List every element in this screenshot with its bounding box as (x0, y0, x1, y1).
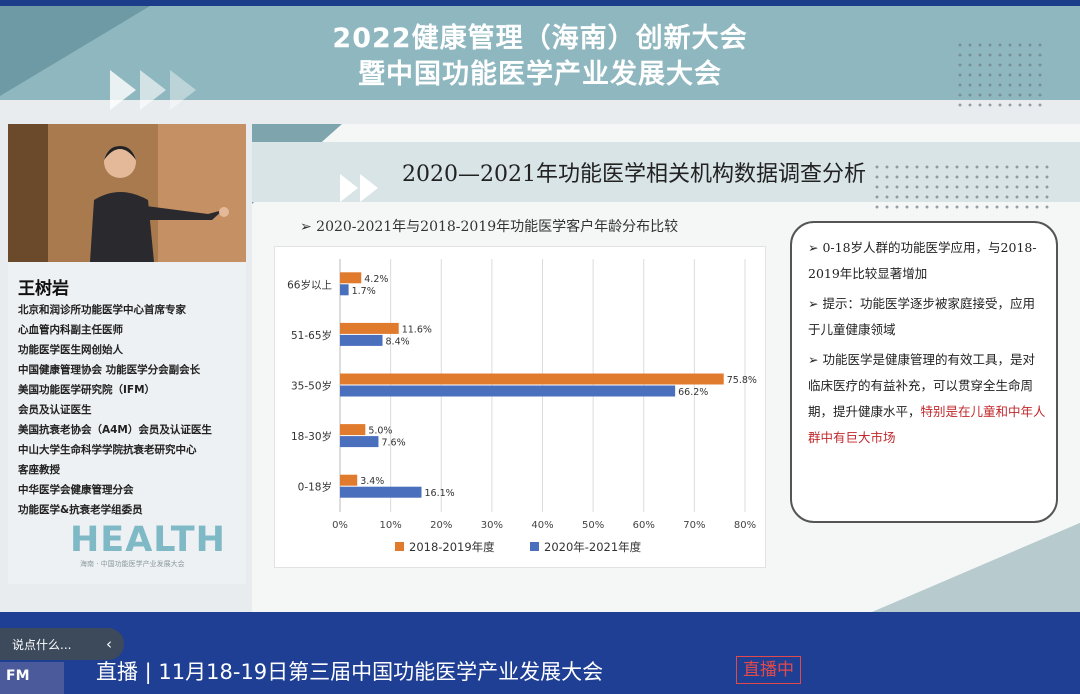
bar-2018-2019 (340, 474, 358, 486)
note-item: ➢ 0-18岁人群的功能医学应用，与2018-2019年比较显著增加 (808, 235, 1046, 287)
data-label: 4.2% (364, 274, 388, 285)
x-tick-label: 20% (430, 520, 452, 531)
speaker-title: 客座教授 (18, 464, 60, 476)
chart-subtitle: ➢ 2020-2021年与2018-2019年功能医学客户年龄分布比较 (300, 219, 679, 235)
chart-container: 0% 10% 20% 30% 40% 50% 60% 70% 80% 66岁以上 4.2% 1.7% 5… (274, 246, 766, 568)
comment-input[interactable]: 说点什么... ‹ (0, 628, 124, 660)
x-tick-label: 60% (633, 520, 655, 531)
bar-2020-2021 (340, 486, 422, 498)
data-label: 66.2% (678, 387, 708, 398)
legend-label: 2018-2019年度 (409, 540, 495, 554)
slide-bottom-decoration (872, 522, 1080, 612)
x-tick-label: 30% (481, 520, 503, 531)
x-tick-label: 70% (683, 520, 705, 531)
age-distribution-chart: 0% 10% 20% 30% 40% 50% 60% 70% 80% 66岁以上 4.2%1.7% 5… (287, 259, 757, 554)
data-label: 3.4% (360, 476, 384, 487)
notes-box: ➢ 0-18岁人群的功能医学应用，与2018-2019年比较显著增加 ➢ 提示：… (790, 221, 1058, 523)
x-tick-label: 50% (582, 520, 604, 531)
data-label: 8.4% (386, 336, 410, 347)
category-label: 51-65岁 (291, 329, 332, 342)
bar-2018-2019 (340, 322, 399, 334)
x-tick-label: 40% (531, 520, 553, 531)
fm-logo-text: FM (6, 668, 30, 684)
banner-arrow-decoration (140, 70, 166, 110)
live-bar (0, 612, 1080, 694)
x-tick-label: 10% (380, 520, 402, 531)
bar-2020-2021 (340, 436, 379, 448)
speaker-title: 美国功能医学研究院（IFM） (18, 384, 156, 396)
data-label: 11.6% (402, 324, 432, 335)
fm-logo: FM (0, 662, 64, 694)
slide-arrow-decoration (340, 174, 358, 202)
event-banner: 2022健康管理（海南）创新大会 暨中国功能医学产业发展大会 (0, 0, 1080, 110)
bullet-arrow-icon: ➢ (808, 296, 823, 311)
banner-stripe (0, 0, 1080, 6)
note-text: 功能医学是健康管理的有效工具，是对临床医疗的有益补充，可以贯穿全生命周期，提升健… (808, 352, 1035, 419)
x-tick-label: 80% (734, 520, 756, 531)
category-label: 35-50岁 (291, 380, 332, 393)
collapse-chevron-icon[interactable]: ‹ (106, 635, 112, 653)
banner-arrow-decoration (170, 70, 196, 110)
data-label: 75.8% (727, 375, 757, 386)
speaker-title: 中山大学生命科学学院抗衰老研究中心 (18, 444, 197, 456)
speaker-title: 中国健康管理协会 功能医学分会副会长 (18, 364, 201, 376)
bar-2020-2021 (340, 284, 349, 296)
bar-2018-2019 (340, 424, 366, 436)
bar-2020-2021 (340, 385, 676, 397)
speaker-title: 北京和润诊所功能医学中心首席专家 (18, 304, 186, 316)
comment-placeholder: 说点什么... (12, 638, 72, 652)
slide-title: 2020—2021年功能医学相关机构数据调查分析 (402, 162, 866, 187)
note-text: 0-18岁人群的功能医学应用，与2018-2019年比较显著增加 (808, 240, 1037, 281)
bar-2020-2021 (340, 334, 383, 346)
banner-title-line2: 暨中国功能医学产业发展大会 (358, 59, 722, 90)
data-label: 7.6% (381, 438, 405, 449)
live-title: 直播 | 11月18-19日第三届中国功能医学产业发展大会 (96, 660, 604, 684)
category-label: 18-30岁 (291, 430, 332, 443)
banner-dots-decoration (955, 40, 1045, 110)
legend-swatch (530, 542, 539, 551)
health-logo-subtitle: 海南 · 中国功能医学产业发展大会 (80, 560, 185, 568)
banner-title-line1: 2022健康管理（海南）创新大会 (332, 23, 748, 54)
speaker-title: 会员及认证医生 (18, 404, 92, 416)
speaker-info-panel: 王树岩 北京和润诊所功能医学中心首席专家 心血管内科副主任医师 功能医学医生网创… (8, 262, 246, 584)
speaker-title: 中华医学会健康管理分会 (18, 484, 134, 496)
speaker-video (8, 124, 246, 262)
banner-arrow-decoration (110, 70, 136, 110)
data-label: 16.1% (425, 488, 455, 499)
slide-dots-decoration (872, 162, 1052, 212)
slide-arrow-decoration (360, 174, 378, 202)
legend-label: 2020年-2021年度 (544, 540, 642, 554)
speaker-name: 王树岩 (18, 279, 69, 299)
category-label: 66岁以上 (287, 278, 332, 291)
speaker-title: 美国抗衰老协会（A4M）会员及认证医生 (18, 424, 212, 436)
bullet-arrow-icon: ➢ (808, 240, 823, 255)
x-tick-label: 0% (332, 520, 348, 531)
presentation-slide: 2020—2021年功能医学相关机构数据调查分析 ➢ 2020-2021年与20… (252, 124, 1080, 612)
category-label: 0-18岁 (298, 481, 332, 494)
live-status-badge: 直播中 (736, 656, 801, 684)
speaker-title: 心血管内科副主任医师 (18, 324, 123, 336)
bar-2018-2019 (340, 373, 724, 385)
bullet-arrow-icon: ➢ (808, 352, 823, 367)
speaker-figure (8, 124, 246, 262)
note-text: 提示：功能医学逐步被家庭接受，应用于儿童健康领域 (808, 296, 1035, 337)
data-label: 1.7% (352, 286, 376, 297)
speaker-title: 功能医学&抗衰老学组委员 (18, 504, 143, 516)
note-highlight: 特别是在儿童和中年人群中有巨大市场 (808, 404, 1046, 445)
bar-2018-2019 (340, 272, 362, 284)
legend-swatch (395, 542, 404, 551)
health-logo: HEALTH (70, 520, 226, 560)
note-item: ➢ 功能医学是健康管理的有效工具，是对临床医疗的有益补充，可以贯穿全生命周期，提… (808, 347, 1046, 451)
data-label: 5.0% (368, 426, 392, 437)
note-item: ➢ 提示：功能医学逐步被家庭接受，应用于儿童健康领域 (808, 291, 1046, 343)
speaker-title: 功能医学医生网创始人 (18, 344, 123, 356)
